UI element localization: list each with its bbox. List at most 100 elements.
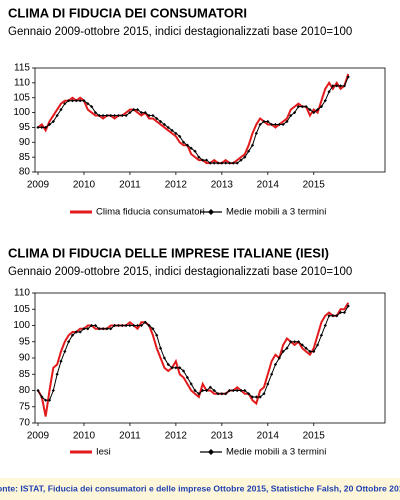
x-tick-label: 2009 <box>27 180 50 191</box>
series-marker <box>262 392 266 396</box>
y-tick-label: 95 <box>19 122 31 133</box>
series-marker <box>151 113 155 118</box>
series-marker <box>113 323 117 328</box>
series-marker <box>293 110 297 115</box>
series-marker <box>277 122 281 127</box>
series-marker <box>93 110 98 115</box>
series-marker <box>300 343 304 347</box>
series-marker <box>55 372 59 376</box>
series-marker <box>101 327 105 331</box>
series-marker <box>90 105 94 109</box>
series-marker <box>113 113 117 118</box>
series-marker <box>231 388 235 393</box>
series-line <box>37 305 349 401</box>
series-marker <box>338 310 343 315</box>
x-tick-label: 2010 <box>73 431 96 442</box>
series-marker <box>97 327 101 331</box>
legend-marker <box>208 209 214 215</box>
y-tick-label: 105 <box>13 92 30 103</box>
series-marker <box>266 119 270 124</box>
series-marker <box>70 99 75 103</box>
x-tick-label: 2012 <box>165 180 188 191</box>
series-marker <box>208 385 212 389</box>
series-marker <box>116 113 121 118</box>
series-marker <box>296 105 301 109</box>
series-line <box>37 302 350 417</box>
series-marker <box>243 155 247 159</box>
series-marker <box>158 119 163 124</box>
legend-marker <box>208 449 214 455</box>
series-marker <box>151 327 155 331</box>
series-marker <box>116 323 121 328</box>
series-marker <box>166 125 170 130</box>
series-marker <box>44 125 48 130</box>
y-tick-label: 80 <box>19 385 31 396</box>
y-tick-label: 115 <box>14 63 30 74</box>
series-marker <box>59 359 63 363</box>
series-marker <box>224 392 228 396</box>
series-marker <box>308 349 312 354</box>
series-marker <box>109 113 113 118</box>
series-marker <box>323 99 327 103</box>
x-tick-label: 2011 <box>119 431 141 442</box>
series-marker <box>97 113 101 118</box>
y-tick-label: 95 <box>19 336 31 347</box>
series-marker <box>273 122 278 127</box>
series-marker <box>239 158 243 162</box>
y-tick-label: 110 <box>14 77 30 88</box>
series-marker <box>342 84 346 88</box>
y-tick-label: 110 <box>14 288 30 299</box>
y-tick-label: 85 <box>19 152 31 163</box>
series-marker <box>346 75 350 79</box>
series-marker <box>293 340 297 344</box>
series-marker <box>201 158 205 162</box>
series-marker <box>139 110 144 115</box>
series-marker <box>93 323 98 328</box>
series-marker <box>120 323 124 328</box>
series-marker <box>128 110 132 115</box>
series-marker <box>178 134 182 138</box>
series-marker <box>67 340 71 344</box>
chart-title: CLIMA DI FIDUCIA DELLE IMPRESE ITALIANE … <box>8 245 329 260</box>
series-marker <box>212 161 216 165</box>
series-line <box>38 76 349 164</box>
series-marker <box>44 398 48 402</box>
series-marker <box>331 84 335 88</box>
plot-frame <box>34 292 386 424</box>
x-tick-label: 2014 <box>257 431 280 442</box>
series-marker <box>235 388 239 393</box>
series-marker <box>308 108 312 112</box>
series-marker <box>285 346 289 350</box>
series-marker <box>170 128 174 132</box>
series-marker <box>105 327 109 331</box>
series-marker <box>55 113 59 118</box>
series-marker <box>327 90 331 94</box>
series-marker <box>281 122 285 127</box>
series-marker <box>147 323 151 328</box>
series-marker <box>235 161 239 165</box>
footer-band <box>0 478 400 500</box>
y-tick-label: 90 <box>19 353 31 364</box>
legend-label: Clima fiducia consumatori <box>96 207 205 218</box>
series-marker <box>204 158 209 162</box>
chart-subtitle: Gennaio 2009-ottobre 2015, indici destag… <box>8 266 352 278</box>
series-marker <box>193 149 197 153</box>
series-marker <box>189 146 193 150</box>
y-tick-label: 75 <box>19 401 31 412</box>
series-marker <box>216 161 220 165</box>
x-tick-label: 2013 <box>211 180 234 191</box>
y-tick-label: 70 <box>19 418 31 429</box>
series-marker <box>304 346 308 350</box>
series-marker <box>36 125 40 130</box>
series-marker <box>289 340 293 344</box>
series-marker <box>335 314 339 318</box>
series-marker <box>40 395 44 399</box>
series-marker <box>63 102 67 106</box>
legend-label: Medie mobili a 3 termini <box>226 207 326 218</box>
series-marker <box>139 323 144 328</box>
series-marker <box>67 99 71 103</box>
series-marker <box>258 395 262 399</box>
series-marker <box>227 161 232 165</box>
series-marker <box>285 119 289 124</box>
